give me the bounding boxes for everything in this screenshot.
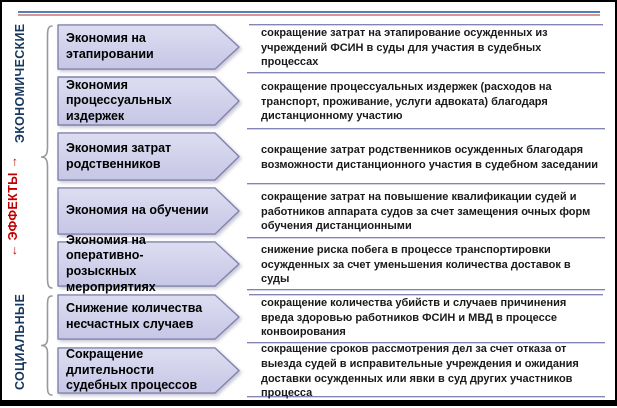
social-effects-group: Снижение количества несчастных случаев с… — [57, 294, 605, 399]
effect-arrow: Сокращение длительности судебных процесс… — [57, 347, 247, 397]
axis-label-social: СОЦИАЛЬНЫЕ — [13, 293, 27, 391]
effect-description: сокращение процессуальных издержек (расх… — [247, 76, 605, 129]
effect-arrow: Экономия затрат родственников — [57, 132, 247, 184]
effect-arrow: Снижение количества несчастных случаев — [57, 294, 247, 343]
arrow-shape-icon — [57, 294, 240, 340]
group-divider-line — [249, 24, 603, 25]
group-divider-line — [249, 294, 603, 295]
arrow-shape-icon — [57, 132, 240, 181]
economic-effects-group: Экономия на этапировании сокращение затр… — [57, 24, 605, 294]
effect-arrow: Экономия процессуальных издержек — [57, 76, 247, 129]
effect-row-dlitelnost-processov: Сокращение длительности судебных процесс… — [57, 343, 605, 399]
effect-label: Экономия затрат родственников — [66, 140, 172, 171]
arrow-shape-icon — [57, 347, 240, 394]
arrow-shape-icon — [57, 76, 240, 126]
effect-row-neschastnye-sluchai: Снижение количества несчастных случаев с… — [57, 294, 605, 343]
effect-label: Экономия на обучении — [66, 203, 209, 218]
effect-label: Экономия на оперативно- розыскных меропр… — [66, 232, 156, 294]
top-rule-salmon — [18, 14, 600, 16]
effect-description: сокращение затрат на этапирование осужде… — [247, 24, 605, 73]
effect-row-etapirovanie: Экономия на этапировании сокращение затр… — [57, 24, 605, 73]
axis-label-effects: ← ЭФФЕКТЫ → — [6, 155, 20, 257]
effect-row-operativno-rozysknye: Экономия на оперативно- розыскных меропр… — [57, 232, 605, 294]
effect-row-obuchenie: Экономия на обучении сокращение затрат н… — [57, 187, 605, 238]
economic-group-brace-icon — [40, 25, 53, 289]
top-rule-blue — [18, 11, 600, 13]
effect-arrow: Экономия на оперативно- розыскных меропр… — [57, 232, 247, 294]
effect-row-rodstvenniki: Экономия затрат родственников сокращение… — [57, 132, 605, 184]
effect-arrow: Экономия на этапировании — [57, 24, 247, 73]
effect-label: Снижение количества несчастных случаев — [66, 301, 203, 331]
arrow-shape-icon — [57, 241, 240, 287]
effect-description: сокращение затрат на повышение квалифика… — [247, 187, 605, 238]
effect-row-izderzhki: Экономия процессуальных издержек сокраще… — [57, 76, 605, 129]
effect-description: сокращение затрат родственников осужденн… — [247, 132, 605, 184]
effect-description: сокращение количества убийств и случаев … — [247, 294, 605, 343]
axis-label-economic: ЭКОНОМИЧЕСКИЕ — [13, 23, 27, 143]
effect-description: сокращение сроков рассмотрения дел за сч… — [247, 343, 605, 399]
effect-label: Экономия на этапировании — [66, 31, 154, 61]
effect-description: снижение риска побега в процессе транспо… — [247, 241, 605, 290]
effect-label: Сокращение длительности судебных процесс… — [66, 347, 198, 393]
social-group-brace-icon — [40, 295, 53, 396]
arrow-shape-icon — [57, 187, 240, 235]
effect-label: Экономия процессуальных издержек — [66, 77, 172, 123]
effect-arrow: Экономия на обучении — [57, 187, 247, 238]
arrow-shape-icon — [57, 24, 240, 70]
